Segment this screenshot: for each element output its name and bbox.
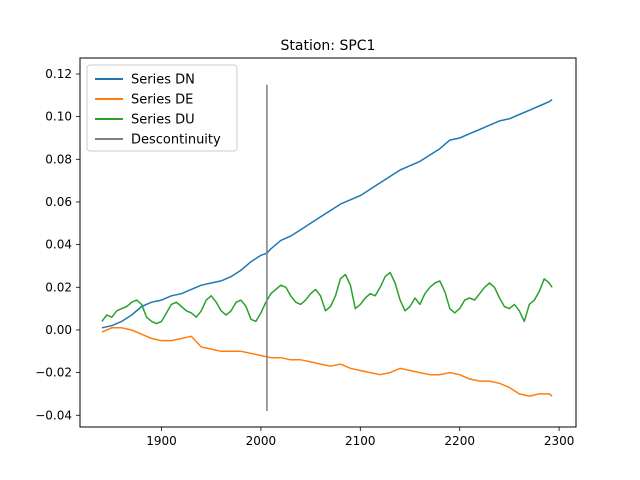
y-tick-label: 0.08 [45,152,72,166]
x-tick-label: 2100 [345,434,376,448]
legend-label: Series DE [131,93,193,108]
y-tick-label: −0.04 [35,408,72,422]
plot-frame [79,57,577,428]
x-tick-label: 1900 [146,434,177,448]
legend: Series DN Series DE Series DU Descontinuity [86,64,238,152]
x-axis: 1900 2000 2100 2200 2300 [146,427,574,448]
y-tick-label: 0.10 [45,110,72,124]
x-tick-label: 2300 [544,434,575,448]
legend-label: Series DU [131,113,195,128]
series-line-series-dn [101,98,553,329]
y-tick-label: 0.12 [45,67,72,81]
x-tick-label: 2000 [246,434,277,448]
series-line-series-de [101,327,553,397]
legend-box [86,64,238,152]
series-line-series-du [101,271,553,325]
series-layer [101,84,553,411]
legend-label: Descontinuity [131,133,221,148]
y-tick-label: 0.02 [45,280,72,294]
chart-title: Station: SPC1 [281,38,376,54]
x-tick-label: 2200 [444,434,475,448]
y-tick-label: 0.06 [45,195,72,209]
y-axis: −0.04 −0.02 0.00 0.02 0.04 0.06 0.08 0.10 0.12 [35,67,80,422]
y-tick-label: 0.04 [45,238,72,252]
y-tick-label: 0.00 [45,323,72,337]
y-tick-label: −0.02 [35,366,72,380]
legend-label: Series DN [131,73,195,88]
